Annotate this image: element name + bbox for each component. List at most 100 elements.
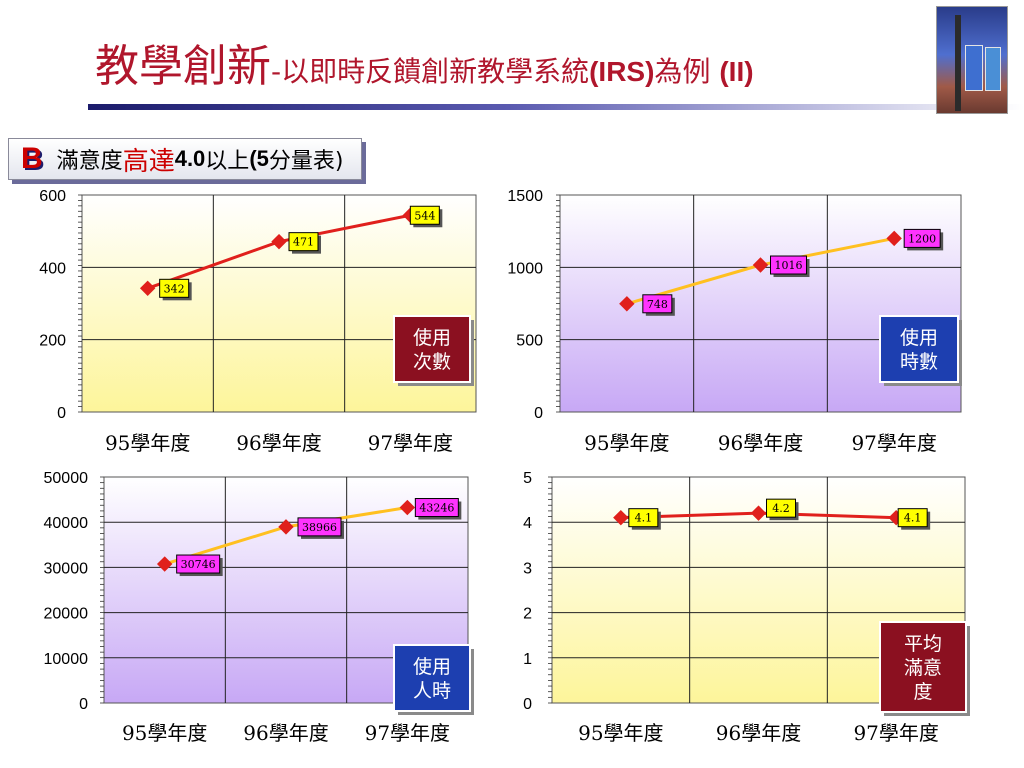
data-label: 342: [164, 282, 185, 295]
bullet-letter: B: [21, 142, 43, 175]
y-tick-label: 0: [523, 696, 532, 713]
title-sub-pre: -以即時反饋創新教學系統: [271, 55, 590, 88]
data-label-box: [897, 508, 928, 528]
chart-3: 0 10000 20000 30000 40000 50000 95學年度 96學年度 97學年…: [44, 470, 474, 745]
x-category-label: 97學年度: [853, 721, 938, 745]
data-label: 748: [647, 298, 668, 311]
data-label-box: [766, 498, 796, 518]
slide-title: 教學創新-以即時反饋創新教學系統(IRS)為例 (II): [95, 30, 754, 94]
data-label-box: [176, 554, 221, 574]
x-category-label: 96學年度: [716, 721, 801, 745]
data-label: 1200: [908, 232, 936, 245]
label-box-text: 使用: [413, 327, 451, 349]
data-label-box: [414, 498, 459, 518]
data-label: 30746: [181, 558, 216, 571]
subtitle-bar: B 滿意度 高達 4.0 以上 (5 分量表): [8, 138, 363, 180]
x-category-label: 96學年度: [236, 431, 321, 455]
data-label: 4.1: [635, 512, 653, 525]
data-label: 4.1: [904, 512, 922, 525]
data-label: 1016: [775, 259, 803, 272]
title-sub-mid: 為例: [654, 55, 720, 88]
x-category-label: 95學年度: [122, 721, 207, 745]
data-point-marker: [886, 230, 902, 247]
title-sub-bold2: (II): [719, 56, 754, 87]
subtitle-paren: (5: [249, 146, 269, 171]
data-label: 43246: [419, 502, 454, 515]
label-box: [879, 621, 967, 713]
header-divider: [88, 104, 1024, 110]
x-category-label: 96學年度: [718, 431, 803, 455]
chart-2: 0 500 1000 1500 95學年度 96學年度 97學年度 748 1016 1200 使用…: [507, 188, 962, 455]
data-point-marker: [619, 296, 635, 312]
x-category-label: 97學年度: [368, 431, 453, 455]
data-label-box: [903, 228, 941, 248]
y-tick-label: 30000: [44, 560, 89, 577]
label-box-text: 滿意: [904, 657, 942, 679]
y-tick-label: 4: [523, 515, 532, 532]
y-tick-label: 0: [79, 696, 88, 713]
data-point-marker: [278, 519, 294, 535]
x-category-label: 95學年度: [578, 721, 663, 745]
label-box-text: 次數: [413, 351, 451, 373]
data-label-box: [159, 278, 190, 298]
data-point-marker: [399, 499, 416, 516]
y-tick-label: 200: [39, 333, 66, 350]
data-label-box: [628, 508, 659, 528]
x-category-label: 97學年度: [851, 431, 936, 455]
label-box-text: 平均: [904, 633, 942, 655]
y-tick-label: 1000: [507, 260, 543, 277]
label-box-text: 使用: [413, 656, 451, 678]
y-tick-label: 600: [39, 188, 66, 205]
y-tick-label: 50000: [44, 470, 89, 487]
x-category-label: 96學年度: [243, 721, 328, 745]
subtitle-pre: 滿意度: [56, 149, 123, 174]
data-point-marker: [139, 280, 156, 297]
y-tick-label: 2: [523, 606, 532, 623]
y-tick-label: 5: [523, 470, 532, 487]
data-point-marker: [613, 509, 629, 526]
title-main: 教學創新: [95, 41, 271, 92]
data-label-box: [409, 205, 440, 225]
data-label-box: [642, 294, 673, 314]
subtitle-num: 4.0: [174, 146, 206, 171]
data-point-marker: [271, 233, 287, 250]
x-category-label: 97學年度: [365, 721, 450, 745]
y-tick-label: 0: [57, 405, 66, 422]
y-tick-label: 10000: [44, 651, 89, 668]
data-label: 544: [414, 209, 435, 222]
y-tick-label: 1: [523, 651, 532, 668]
data-label: 471: [293, 236, 314, 249]
subtitle-red: 高達: [122, 146, 175, 177]
y-tick-label: 0: [534, 405, 543, 422]
data-point-marker: [156, 556, 173, 572]
label-box-text: 度: [913, 681, 932, 703]
y-tick-label: 20000: [44, 606, 89, 623]
data-point-marker: [752, 257, 769, 273]
y-tick-label: 400: [39, 260, 66, 277]
label-box: [879, 315, 959, 383]
title-sub-bold1: (IRS): [589, 56, 655, 87]
x-category-label: 95學年度: [584, 431, 669, 455]
data-label: 4.2: [772, 502, 790, 515]
subtitle-mid: 以上: [205, 149, 250, 174]
subtitle-post: 分量表): [268, 149, 344, 174]
data-point-marker: [750, 505, 767, 521]
data-label-box: [288, 232, 319, 252]
y-tick-label: 3: [523, 560, 532, 577]
x-category-label: 95學年度: [105, 431, 190, 455]
data-label-box: [297, 517, 342, 537]
label-box-text: 人時: [413, 680, 451, 702]
label-box: [393, 315, 471, 383]
y-tick-label: 1500: [507, 188, 543, 205]
label-box: [393, 644, 471, 712]
data-label-box: [770, 255, 807, 275]
label-box-text: 時數: [900, 351, 938, 373]
data-label: 38966: [302, 521, 337, 534]
y-tick-label: 40000: [44, 515, 89, 532]
campus-photo: [936, 6, 1008, 114]
label-box-text: 使用: [900, 327, 938, 349]
y-tick-label: 500: [516, 333, 543, 350]
